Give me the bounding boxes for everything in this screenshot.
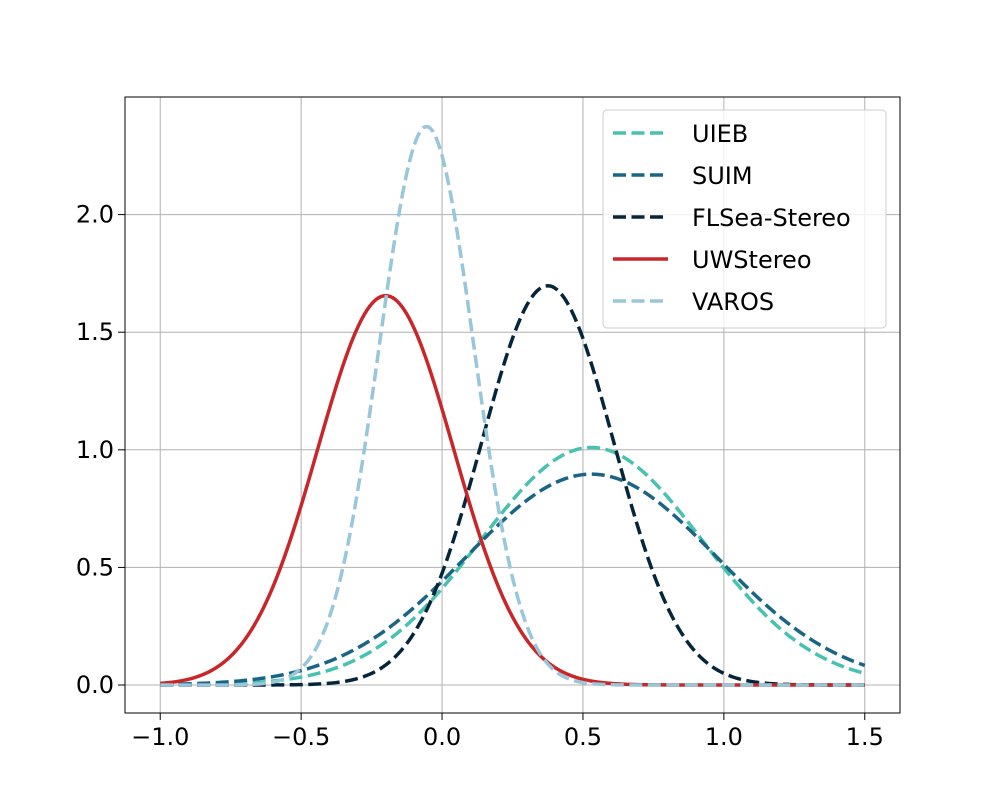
y-tick-label: 0.0: [76, 671, 114, 699]
series-group: [160, 124, 866, 687]
x-tick-label: 0.0: [423, 723, 461, 751]
series-line-varos: [160, 124, 865, 687]
legend: UIEB SUIM FLSea-Stereo UWStereo VAROS: [602, 109, 887, 329]
legend-label: UWStereo: [692, 246, 812, 274]
legend-label: VAROS: [692, 288, 774, 316]
x-tick-label: 1.0: [705, 723, 743, 751]
x-tick-label: −1.0: [131, 723, 189, 751]
legend-label: FLSea-Stereo: [692, 204, 851, 232]
y-tick-label: 2.0: [76, 201, 114, 229]
y-tick-label: 1.0: [76, 436, 114, 464]
x-tick-label: −0.5: [272, 723, 330, 751]
series-line-suim: [160, 472, 866, 687]
legend-box: [602, 109, 887, 329]
legend-label: UIEB: [692, 120, 748, 148]
x-tick-label: 0.5: [564, 723, 602, 751]
ticks: −1.0 −0.5 0.0 0.5 1.0 1.5 0.0 0.5 1.0 1.5 2.0: [76, 201, 884, 751]
y-tick-label: 0.5: [76, 553, 114, 581]
legend-label: SUIM: [692, 162, 753, 190]
y-tick-label: 1.5: [76, 318, 114, 346]
plot-frame: [124, 96, 901, 714]
x-tick-label: 1.5: [846, 723, 884, 751]
series-line-flsea-stereo: [160, 283, 865, 687]
